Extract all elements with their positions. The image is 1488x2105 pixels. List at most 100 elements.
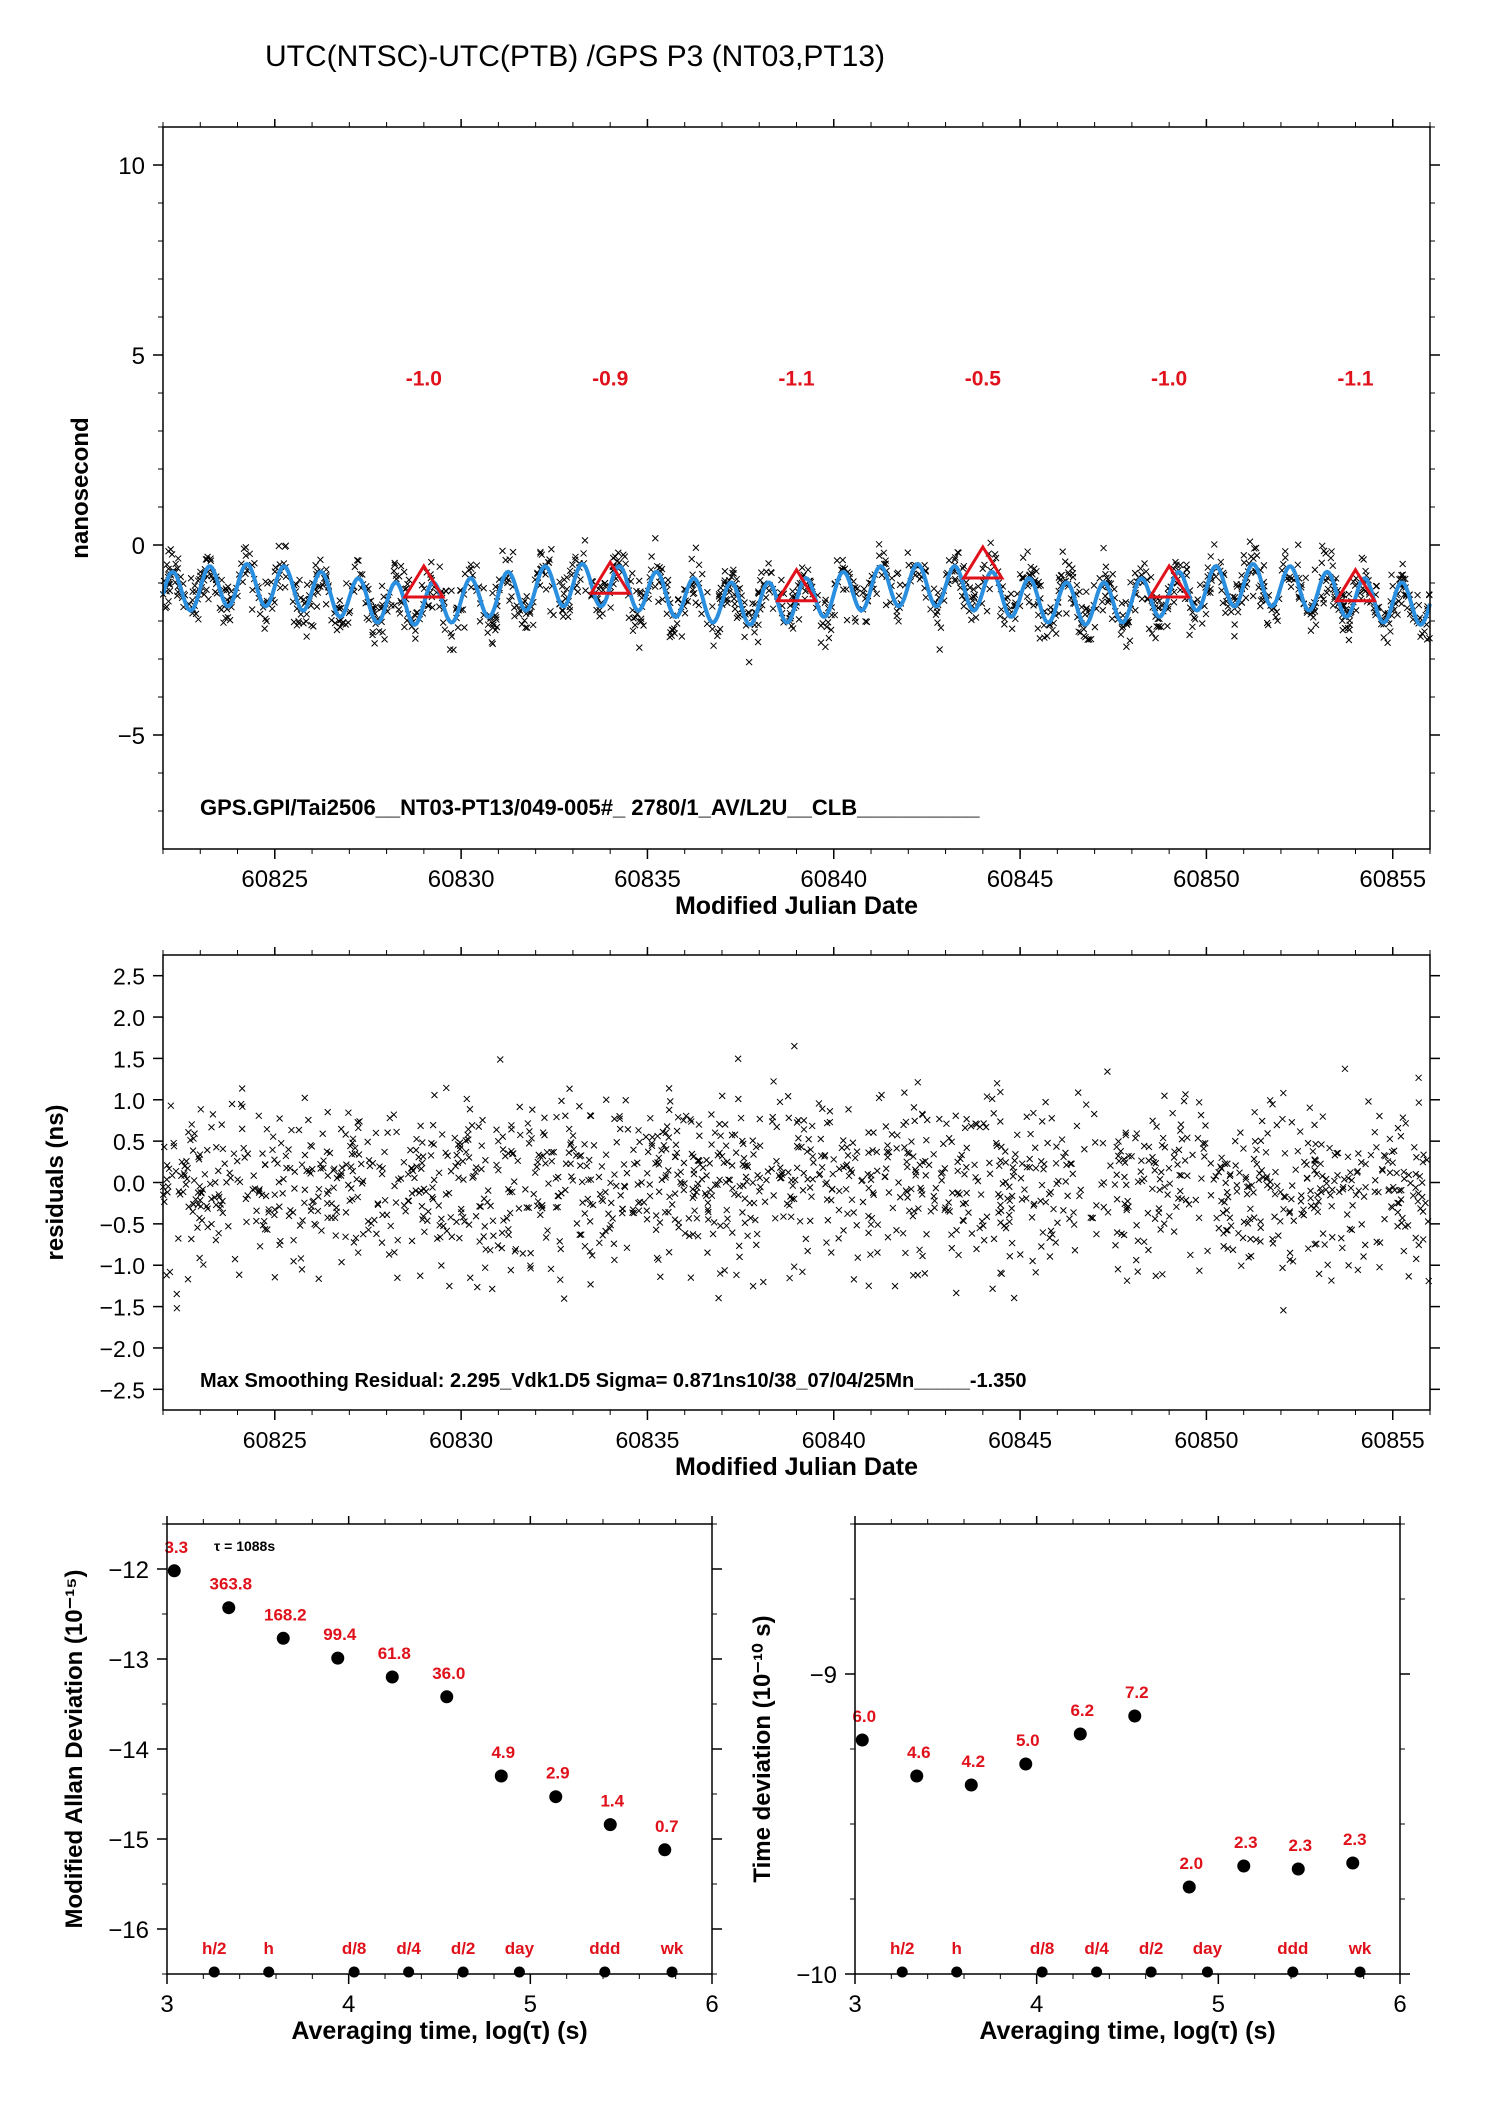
residual-point (680, 1186, 688, 1194)
data-point (709, 625, 716, 633)
residual-point (394, 1236, 402, 1244)
data-point (1312, 621, 1320, 629)
residual-point (299, 1217, 306, 1224)
residual-point (359, 1230, 367, 1238)
residual-point (685, 1232, 693, 1240)
data-point (681, 609, 689, 617)
residual-point (456, 1234, 463, 1242)
data-point (695, 601, 703, 609)
residual-point (196, 1196, 204, 1204)
data-point (1117, 631, 1125, 638)
residual-point (1362, 1160, 1369, 1168)
data-point (741, 633, 748, 641)
data-point (1155, 623, 1163, 630)
data-point (563, 585, 571, 593)
residual-point (1233, 1181, 1241, 1189)
data-point (436, 563, 444, 571)
y-tick-label: 0 (132, 533, 145, 560)
residual-point (963, 1144, 971, 1152)
residual-point (739, 1209, 746, 1216)
residual-point (584, 1195, 592, 1203)
residual-point (332, 1232, 340, 1239)
residual-point (1280, 1205, 1287, 1213)
data-point (251, 559, 258, 567)
residual-point (255, 1112, 263, 1120)
residual-point (885, 1189, 893, 1196)
data-point (970, 593, 978, 601)
residual-point (460, 1176, 467, 1183)
residual-point (807, 1146, 815, 1153)
residual-point (1169, 1109, 1177, 1117)
data-point (839, 556, 847, 564)
residual-point (307, 1141, 314, 1149)
data-point (968, 616, 975, 624)
data-point (992, 554, 1000, 562)
residual-point (1322, 1175, 1330, 1183)
residual-point (1232, 1162, 1240, 1169)
data-point (1273, 608, 1281, 616)
residual-point (349, 1167, 357, 1175)
residual-point (524, 1120, 532, 1127)
residual-point (459, 1214, 467, 1221)
data-point (1202, 610, 1210, 618)
residual-point (640, 1198, 648, 1206)
residual-point (674, 1113, 682, 1121)
data-point (489, 589, 496, 597)
residual-point (602, 1227, 609, 1235)
residual-point (1071, 1246, 1079, 1254)
residual-point (1161, 1143, 1169, 1151)
residual-point (1063, 1161, 1070, 1169)
residual-point (538, 1204, 546, 1212)
data-point (1078, 603, 1086, 611)
residual-point (482, 1156, 489, 1164)
residual-point (1058, 1136, 1066, 1143)
data-point (293, 621, 301, 629)
residual-point (373, 1230, 380, 1238)
data-point (1320, 547, 1328, 555)
residual-point (1397, 1186, 1405, 1194)
residual-point (315, 1275, 323, 1283)
residual-point (708, 1192, 716, 1200)
deviation-point (658, 1843, 672, 1857)
residual-point (455, 1174, 462, 1182)
residual-point (1307, 1194, 1314, 1202)
deviation-point-label: 2.3 (1234, 1833, 1258, 1852)
data-point (506, 597, 513, 605)
deviation-point-label: 2.3 (1343, 1830, 1367, 1849)
residual-point (466, 1274, 474, 1282)
data-point (381, 636, 388, 643)
residual-point (595, 1239, 603, 1247)
data-point (550, 611, 557, 619)
residual-point (1221, 1160, 1229, 1168)
residual-point (1296, 1128, 1304, 1135)
residual-point (849, 1139, 857, 1147)
residual-point (806, 1184, 814, 1191)
data-point (1242, 594, 1250, 602)
data-point (966, 584, 974, 591)
residual-point (556, 1276, 564, 1284)
deviation-point (603, 1818, 617, 1832)
residual-point (466, 1105, 474, 1113)
residual-point (874, 1249, 881, 1256)
data-point (224, 583, 232, 591)
data-point (296, 576, 303, 584)
residual-point (211, 1179, 219, 1186)
residual-point (1023, 1163, 1031, 1171)
data-point (1023, 593, 1031, 600)
residual-point (263, 1125, 271, 1133)
residual-point (1333, 1149, 1341, 1157)
data-point (1234, 608, 1242, 616)
residual-point (916, 1246, 923, 1254)
residual-point (1070, 1209, 1077, 1216)
deviation-point-label: 363.8 (209, 1575, 252, 1594)
data-point (441, 626, 449, 634)
residual-point (256, 1242, 264, 1250)
residual-point (364, 1138, 372, 1146)
data-point (717, 584, 725, 592)
data-point (566, 606, 574, 614)
residual-point (851, 1154, 859, 1162)
residual-point (413, 1163, 420, 1170)
mean-marker-label: -1.0 (1151, 367, 1187, 390)
deviation-point (385, 1670, 399, 1684)
residual-point (704, 1206, 712, 1213)
